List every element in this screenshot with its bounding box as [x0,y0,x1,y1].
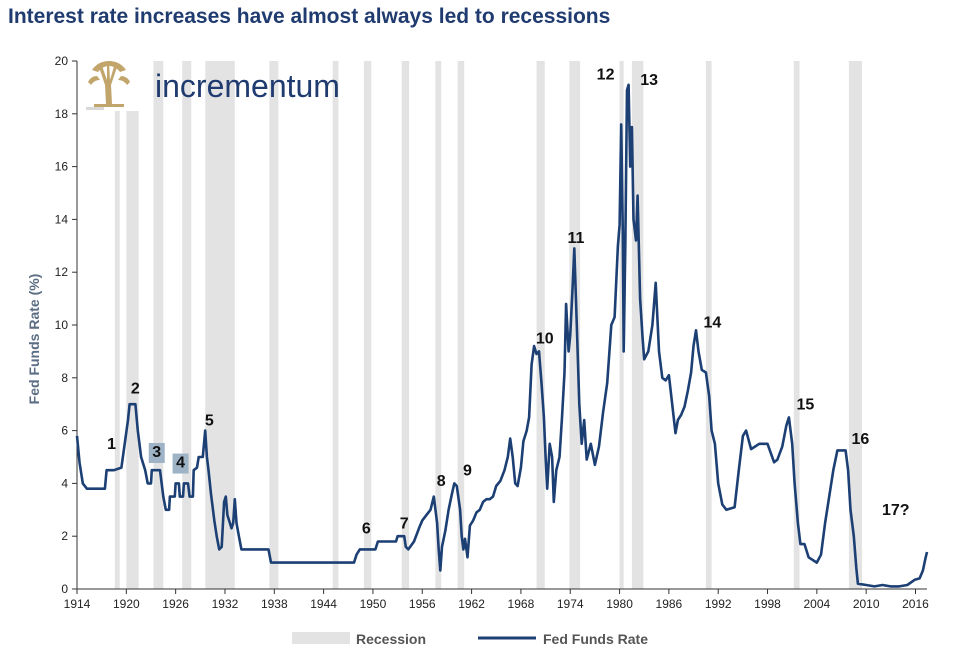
tree-icon [88,61,130,107]
annotation-label: 8 [437,473,446,490]
recession-band [435,61,442,589]
series-layer [75,83,929,588]
recession-band [153,61,164,589]
x-tick-label: 2004 [803,597,830,611]
x-tick-label: 1956 [409,597,436,611]
annotation-label: 2 [131,381,140,398]
annotation-label: 13 [640,72,658,89]
x-tick-label: 1914 [64,597,91,611]
x-tick-label: 1992 [705,597,732,611]
annotation-label: 17? [882,502,910,519]
annotation-label: 11 [568,230,585,247]
recession-band [536,61,545,589]
x-tick-label: 1974 [557,597,584,611]
x-tick-label: 1938 [261,597,288,611]
legend-label-rate: Fed Funds Rate [543,631,648,647]
logo-base [86,107,104,110]
recession-band [457,61,465,589]
y-axis-label: Fed Funds Rate (%) [26,274,42,405]
x-tick-label: 1980 [606,597,633,611]
incrementum-logo: incrementum [86,57,340,111]
y-tick-label: 20 [55,54,69,68]
y-tick-label: 16 [55,160,69,174]
annotation-label: 9 [463,462,472,479]
x-tick-label: 1950 [360,597,387,611]
annotation-box [172,453,189,474]
x-tick-label: 2010 [853,597,880,611]
y-tick-label: 0 [61,582,68,596]
recession-band [269,61,279,589]
recession-band [401,61,410,589]
brand-name: incrementum [155,68,340,104]
annotation-label: 3 [152,444,161,461]
recession-band [114,61,120,589]
legend-label-recession: Recession [356,631,426,647]
x-tick-label: 1932 [212,597,239,611]
x-tick-label: 1920 [113,597,140,611]
recession-band [182,61,192,589]
x-tick-label: 1962 [458,597,485,611]
y-tick-label: 4 [61,476,68,490]
annotation-label: 1 [107,436,116,453]
annotation-label: 15 [796,396,814,413]
annotation-label: 12 [597,66,615,83]
recession-bands [114,61,863,589]
recession-band [569,61,581,589]
annotation-label: 4 [176,455,185,472]
x-tick-label: 1986 [656,597,683,611]
y-tick-label: 12 [55,265,69,279]
annotation-label: 14 [704,315,722,332]
annotation-label: 10 [536,330,554,347]
recession-band [363,61,372,589]
y-tick-label: 6 [61,424,68,438]
y-tick-label: 10 [55,318,69,332]
legend: Recession Fed Funds Rate [292,631,648,647]
recession-band [619,61,624,589]
x-tick-label: 1926 [162,597,189,611]
recession-band [205,61,235,589]
x-tick-label: 1944 [310,597,337,611]
annotation-box [148,443,165,463]
annotation-label: 7 [400,515,409,532]
y-tick-label: 18 [55,107,69,121]
x-tick-label: 2016 [902,597,929,611]
chart-title: Interest rate increases have almost alwa… [8,5,611,28]
recession-band [332,61,339,589]
recession-band [126,61,139,589]
x-tick-label: 1998 [754,597,781,611]
recession-band [631,61,644,589]
annotation-label: 6 [362,521,371,538]
y-tick-label: 8 [61,371,68,385]
y-tick-label: 2 [61,529,68,543]
series-line-fed-funds-rate [75,83,929,588]
y-tick-label: 14 [55,212,69,226]
annotation-label: 16 [852,431,870,448]
recession-band [793,61,800,589]
legend-swatch-recession [292,632,350,644]
x-tick-label: 1968 [508,597,535,611]
recession-band [848,61,863,589]
annotation-label: 5 [205,412,214,429]
recession-band [705,61,712,589]
